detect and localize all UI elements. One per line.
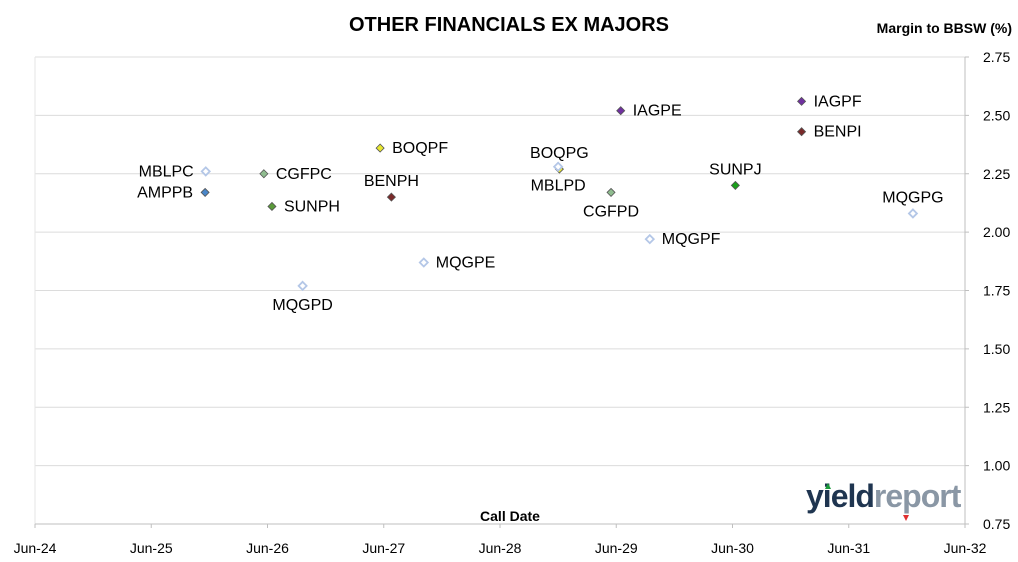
- y-tick-label: 1.75: [983, 283, 1010, 299]
- point-mqgpd: [297, 280, 308, 292]
- label-mblpc: MBLPC: [139, 163, 194, 180]
- x-tick-label: Jun-29: [595, 540, 638, 556]
- x-axis-ticks: Jun-24 Jun-25 Jun-26 Jun-27 Jun-28 Jun-29 Jun-…: [14, 524, 987, 556]
- point-amppb: [200, 187, 210, 197]
- y-tick-label: 2.00: [983, 224, 1010, 240]
- logo-down-arrow-icon: [903, 515, 909, 521]
- x-tick-label: Jun-27: [362, 540, 405, 556]
- point-iagpe: [616, 106, 626, 116]
- label-mqgpg: MQGPG: [882, 189, 943, 206]
- x-axis-label: Call Date: [480, 508, 540, 524]
- x-tick-label: Jun-26: [246, 540, 289, 556]
- x-tick-label: Jun-30: [711, 540, 754, 556]
- point-mblpc: [200, 166, 212, 177]
- point-boqpf: [375, 143, 385, 153]
- x-tick-label: Jun-32: [944, 540, 987, 556]
- label-iagpf: IAGPF: [814, 93, 862, 110]
- label-boqpg: BOQPG: [530, 145, 589, 162]
- yieldreport-logo: yieldreport: [806, 478, 961, 515]
- label-iagpe: IAGPE: [633, 103, 682, 120]
- label-cgfpd: CGFPD: [583, 203, 639, 220]
- logo-up-arrow-icon: [825, 483, 831, 489]
- y-axis-ticks: 0.75 1.00 1.25 1.50 1.75 2.00 2.25 2.50 2.75: [965, 49, 1010, 532]
- label-benph: BENPH: [364, 173, 419, 190]
- label-mblpd: MBLPD: [531, 178, 586, 195]
- point-iagpf: [797, 96, 807, 106]
- y-tick-label: 1.50: [983, 341, 1010, 357]
- y-tick-label: 2.75: [983, 49, 1010, 65]
- label-mqgpe: MQGPE: [436, 254, 496, 271]
- label-sunph: SUNPH: [284, 198, 340, 215]
- label-amppb: AMPPB: [137, 184, 193, 201]
- label-boqpf: BOQPF: [392, 140, 448, 157]
- data-points: MBLPC AMPPB CGFPC SUNPH MQGPD BOQPF BENPH MQGPE…: [137, 93, 944, 313]
- x-tick-label: Jun-31: [827, 540, 870, 556]
- logo-part-1: yield: [806, 478, 875, 514]
- point-mqgpg: [907, 208, 919, 219]
- label-mqgpd: MQGPD: [272, 297, 332, 314]
- label-cgfpc: CGFPC: [276, 166, 332, 183]
- point-mqgpe: [418, 257, 430, 268]
- label-benpi: BENPI: [814, 124, 862, 141]
- y-tick-label: 2.50: [983, 107, 1010, 123]
- point-sunph: [267, 201, 277, 212]
- x-tick-label: Jun-24: [14, 540, 57, 556]
- logo-part-2: report: [873, 478, 961, 514]
- x-tick-label: Jun-28: [479, 540, 522, 556]
- point-mblpd: [552, 161, 564, 173]
- y-tick-label: 1.00: [983, 458, 1010, 474]
- point-sunpj: [730, 180, 740, 190]
- label-mqgpf: MQGPF: [662, 231, 721, 248]
- y-axis-label: Margin to BBSW (%): [876, 20, 1012, 36]
- label-sunpj: SUNPJ: [709, 161, 761, 178]
- point-mqgpf: [644, 233, 656, 245]
- point-benpi: [797, 127, 807, 137]
- point-cgfpd: [606, 187, 616, 197]
- y-tick-label: 1.25: [983, 399, 1010, 415]
- point-cgfpc: [259, 169, 269, 179]
- chart-title: OTHER FINANCIALS EX MAJORS: [348, 14, 670, 36]
- y-tick-label: 0.75: [983, 516, 1010, 532]
- x-tick-label: Jun-25: [130, 540, 173, 556]
- y-tick-label: 2.25: [983, 166, 1010, 182]
- point-benph: [386, 192, 396, 202]
